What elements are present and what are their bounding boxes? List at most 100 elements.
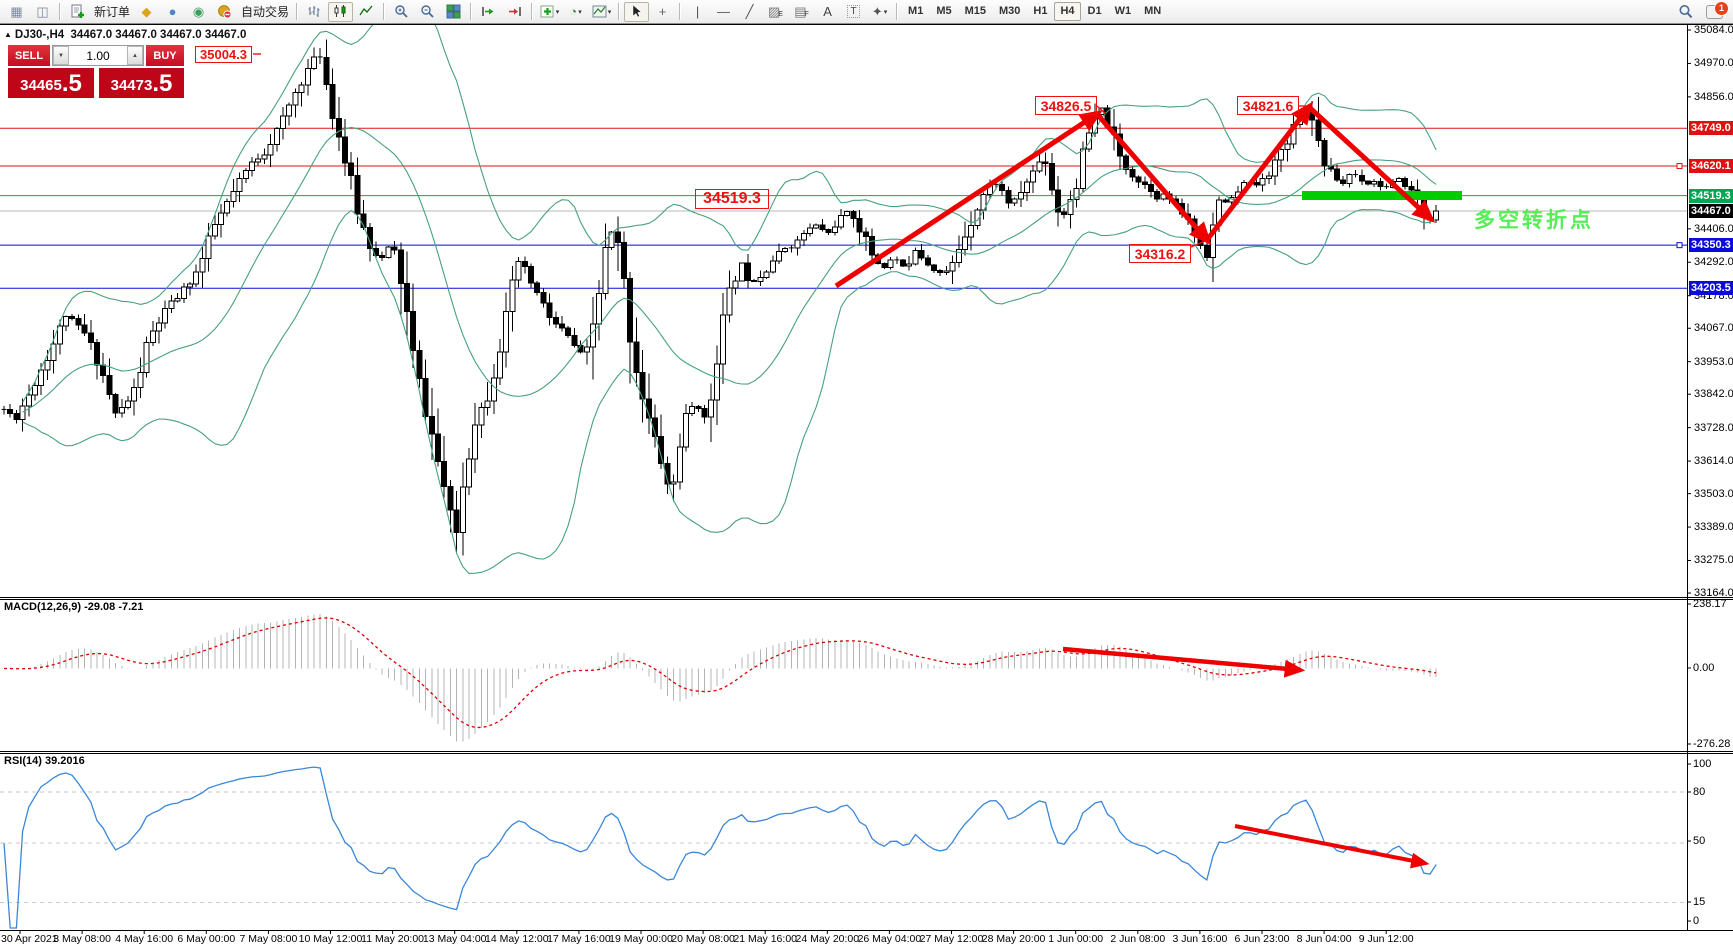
timeframe-button-mn[interactable]: MN	[1144, 5, 1162, 17]
zoom-out-icon[interactable]	[415, 2, 440, 22]
sell-button[interactable]: SELL	[8, 45, 50, 66]
time-axis-label: 2 Jun 08:00	[1110, 933, 1166, 945]
indicator-scale-label: 15	[1693, 896, 1706, 908]
candlestick-chart-icon[interactable]	[328, 1, 354, 22]
volume-down-icon[interactable]: ▼	[53, 46, 69, 65]
community-icon[interactable]: ●	[168, 4, 177, 19]
price-badge-34350.3: 34350.3	[1689, 238, 1733, 253]
volume-value[interactable]: 1.00	[86, 48, 110, 63]
timeframe-button-d1[interactable]: D1	[1087, 5, 1102, 17]
price-tick-label: 34067.0	[1694, 322, 1733, 335]
tile-windows-icon[interactable]	[441, 2, 466, 22]
time-axis-label: 10 May 12:00	[298, 933, 363, 945]
rsi-line	[3, 766, 1437, 929]
timeframe-button-m30[interactable]: M30	[999, 5, 1021, 17]
chart-shift-icon[interactable]	[502, 2, 527, 22]
price-badge-34203.5: 34203.5	[1689, 281, 1733, 296]
time-axis-label: 24 May 20:00	[795, 933, 860, 945]
bar-chart-icon[interactable]	[302, 2, 327, 22]
time-axis-label: 13 May 04:00	[422, 933, 487, 945]
trend-arrow[interactable]	[1307, 105, 1436, 223]
price-annotation-34821.6[interactable]: 34821.6	[1237, 96, 1299, 115]
timeframe-button-m1[interactable]: M1	[908, 5, 924, 17]
toolbar-separator	[679, 3, 682, 20]
trend-arrow[interactable]	[1095, 112, 1212, 246]
zoom-in-icon[interactable]	[389, 2, 414, 22]
timeframe-button-w1[interactable]: W1	[1114, 5, 1132, 17]
macd-signal-line	[3, 617, 1437, 729]
indicator-scale-label: 0.00	[1693, 662, 1715, 674]
auto-scroll-icon[interactable]	[476, 2, 501, 22]
price-tick-label: 34970.0	[1694, 57, 1733, 70]
profiles-icon[interactable]: ◫	[36, 3, 49, 19]
chinese-note-annotation[interactable]: 多空转折点	[1474, 209, 1594, 232]
trend-arrow[interactable]	[1205, 101, 1314, 242]
horizontal-line-icon[interactable]: —	[717, 4, 731, 19]
autotrading-button-label[interactable]: 自动交易	[241, 5, 290, 19]
indicator-scale-label: 100	[1693, 758, 1712, 770]
bollinger-band-line	[22, 126, 1437, 413]
price-badge-34620.1: 34620.1	[1689, 159, 1733, 174]
templates-icon[interactable]: ▾	[589, 2, 614, 22]
timeframe-button-m5[interactable]: M5	[936, 5, 952, 17]
metaeditor-icon[interactable]: ◆	[141, 3, 152, 19]
volume-up-icon[interactable]: ▲	[127, 46, 143, 65]
indicators-icon[interactable]: ▾	[537, 2, 562, 22]
hline-handle[interactable]	[1676, 163, 1683, 170]
signals-icon[interactable]: ◉	[192, 3, 205, 19]
price-tick-label: 33275.0	[1694, 554, 1733, 567]
cursor-icon[interactable]	[624, 1, 650, 22]
search-icon[interactable]	[1673, 2, 1698, 22]
new-order-button[interactable]	[65, 2, 90, 22]
trendline-icon[interactable]: ╱	[745, 3, 754, 19]
new-chart-icon[interactable]: ▦	[10, 3, 23, 19]
candles-layer	[1, 25, 1440, 575]
time-axis-label: 26 May 04:00	[857, 933, 922, 945]
timeframe-button-m15[interactable]: M15	[964, 5, 986, 17]
collapse-panel-icon[interactable]: ▲	[4, 30, 12, 39]
trend-arrow[interactable]	[1062, 646, 1306, 678]
toolbar-separator	[59, 3, 61, 20]
price-badge-34467.0: 34467.0	[1689, 203, 1733, 218]
periods-icon[interactable]: ◔ ▾	[569, 4, 582, 19]
fibonacci-icon[interactable]: ▤ F	[794, 3, 809, 19]
trend-arrow[interactable]	[1234, 824, 1430, 869]
vertical-line-icon[interactable]: |	[695, 4, 700, 19]
arrows-icon[interactable]: ✦ ▾	[871, 3, 888, 19]
text-icon[interactable]: A	[823, 4, 832, 19]
timeframe-button-h4[interactable]: H4	[1054, 2, 1081, 21]
symbol-period-label: DJ30-,H4	[14, 29, 65, 41]
price-tick-label: 33953.0	[1694, 355, 1733, 368]
new-order-button-label[interactable]: 新订单	[94, 5, 131, 19]
text-label-icon[interactable]: T	[841, 2, 866, 22]
price-annotation-34316.2[interactable]: 34316.2	[1129, 244, 1191, 263]
hline-handle[interactable]	[1676, 242, 1683, 249]
indicator-scale-label: 238.17	[1693, 598, 1727, 610]
sell-price-button[interactable]: 34465.5	[8, 68, 94, 98]
autotrading-button[interactable]	[212, 2, 237, 22]
buy-button[interactable]: BUY	[146, 45, 184, 66]
price-tick-label: 34292.0	[1694, 256, 1733, 269]
buy-price-button[interactable]: 34473.5	[99, 68, 184, 98]
price-badge-34519.3: 34519.3	[1689, 188, 1733, 203]
volume-stepper[interactable]: ▼ 1.00 ▲	[52, 45, 144, 66]
ohlc-values: 34467.0 34467.0 34467.0 34467.0	[70, 29, 247, 41]
price-tick-label: 33842.0	[1694, 388, 1733, 401]
trend-arrow[interactable]	[834, 110, 1103, 289]
green-highlight-bar[interactable]	[1302, 191, 1462, 200]
line-chart-icon[interactable]	[354, 2, 379, 22]
bollinger-band-line	[22, 209, 1437, 575]
time-axis-label: 11 May 20:00	[361, 933, 425, 945]
chart-symbol-header: ▲ DJ30-,H4 34467.0 34467.0 34467.0 34467.…	[4, 29, 246, 41]
sell-price-main: 34465	[20, 77, 62, 94]
notifications-icon[interactable]: 1	[1706, 0, 1729, 19]
price-annotation-34826.5[interactable]: 34826.5	[1035, 96, 1097, 115]
equidistant-channel-icon[interactable]: ▨ E	[768, 3, 784, 19]
timeframe-button-h1[interactable]: H1	[1033, 5, 1048, 17]
price-annotation-34519.3[interactable]: 34519.3	[695, 189, 769, 209]
toolbar-separator	[618, 3, 621, 20]
crosshair-icon[interactable]: +	[658, 4, 667, 19]
price-annotation-35004.3[interactable]: 35004.3	[195, 46, 252, 63]
time-axis-label: 6 Jun 23:00	[1234, 933, 1290, 945]
